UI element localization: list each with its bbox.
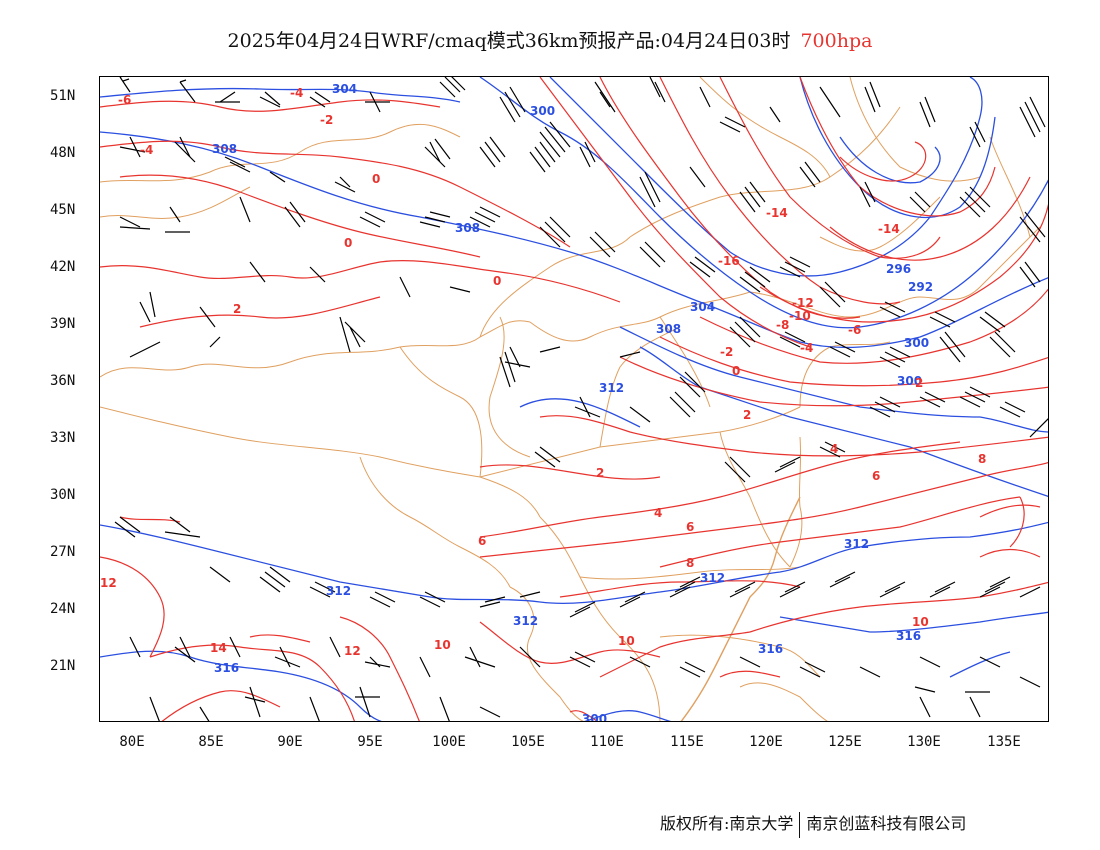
temperature-label: -16: [718, 254, 740, 268]
height-contours: [100, 77, 1048, 721]
lon-label: 120E: [749, 734, 783, 750]
height-label: 300: [530, 104, 555, 118]
lon-label: 80E: [119, 734, 145, 750]
temperature-label: -6: [118, 93, 131, 107]
temperature-label: 2: [596, 466, 604, 480]
footer-divider: [799, 811, 801, 838]
lat-label: 39N: [50, 316, 76, 332]
lat-label: 30N: [50, 487, 76, 503]
height-label: 308: [212, 142, 237, 156]
lon-label: 85E: [198, 734, 224, 750]
lat-label: 45N: [50, 202, 76, 218]
height-label: 316: [896, 629, 921, 643]
temperature-label: 0: [372, 172, 380, 186]
height-label: 308: [455, 221, 480, 235]
height-label: 312: [599, 381, 624, 395]
title-text: 2025年04月24日WRF/cmaq模式36km预报产品:04月24日03时: [227, 30, 791, 52]
temperature-label: 6: [872, 469, 880, 483]
copyright-footer: 版权所有:南京大学 南京创蓝科技有限公司: [660, 810, 966, 838]
temperature-label: 6: [478, 534, 486, 548]
lon-label: 130E: [907, 734, 941, 750]
temperature-label: 10: [434, 638, 451, 652]
temperature-label: -2: [320, 113, 333, 127]
height-label: 292: [908, 280, 933, 294]
weather-map[interactable]: 304 300 308 308 304 308 312 296 292 300 …: [99, 76, 1049, 722]
lon-label: 90E: [277, 734, 303, 750]
lat-label: 51N: [50, 88, 76, 104]
temperature-label: -14: [766, 206, 788, 220]
temperature-label: -14: [878, 222, 900, 236]
lon-label: 115E: [670, 734, 704, 750]
temperature-label: 2: [915, 376, 923, 390]
height-label: 312: [844, 537, 869, 551]
height-label: 312: [513, 614, 538, 628]
height-label: 300: [897, 374, 922, 388]
copyright-owner: 版权所有:南京大学: [660, 814, 794, 833]
height-label: 316: [214, 661, 239, 675]
height-label: 308: [656, 322, 681, 336]
map-title: 2025年04月24日WRF/cmaq模式36km预报产品:04月24日03时 7…: [0, 26, 1100, 53]
temperature-label: 0: [732, 364, 740, 378]
temperature-label: 8: [686, 556, 694, 570]
temperature-label: 12: [344, 644, 361, 658]
temperature-label: -6: [848, 323, 861, 337]
temperature-label: 8: [978, 452, 986, 466]
temperature-labels: -6 -4 -4 -2 0 0 0 2 -14 -14 -12 -10 -8 -…: [100, 86, 986, 658]
temperature-label: 0: [344, 236, 352, 250]
temperature-label: 10: [618, 634, 635, 648]
height-label: 304: [690, 300, 715, 314]
temperature-contours: [100, 77, 1048, 721]
company-name: 南京创蓝科技有限公司: [806, 814, 967, 833]
lon-label: 135E: [987, 734, 1021, 750]
lat-label: 24N: [50, 601, 76, 617]
temperature-label: 4: [830, 442, 838, 456]
lon-label: 105E: [511, 734, 545, 750]
temperature-label: -4: [140, 143, 153, 157]
height-label: 316: [758, 642, 783, 656]
lon-label: 95E: [357, 734, 383, 750]
height-label: 296: [886, 262, 911, 276]
temperature-label: -10: [789, 309, 811, 323]
temperature-label: 2: [743, 408, 751, 422]
temperature-label: -4: [800, 341, 813, 355]
lat-label: 36N: [50, 373, 76, 389]
wind-barbs: [114, 77, 1048, 721]
temperature-label: -12: [792, 296, 814, 310]
height-label: 300: [904, 336, 929, 350]
temperature-label: 14: [210, 641, 227, 655]
lat-label: 33N: [50, 430, 76, 446]
temperature-label: 2: [233, 302, 241, 316]
lat-label: 27N: [50, 544, 76, 560]
pressure-level: 700hpa: [800, 30, 873, 52]
height-label: 312: [700, 571, 725, 585]
temperature-label: -8: [776, 318, 789, 332]
lat-label: 21N: [50, 658, 76, 674]
lon-label: 100E: [432, 734, 466, 750]
lat-label: 42N: [50, 259, 76, 275]
temperature-label: -4: [290, 86, 303, 100]
height-label: 304: [332, 82, 357, 96]
temperature-label: 0: [493, 274, 501, 288]
temperature-label: -2: [720, 345, 733, 359]
temperature-label: 6: [686, 520, 694, 534]
height-label: 300: [582, 712, 607, 722]
lon-label: 110E: [590, 734, 624, 750]
lat-label: 48N: [50, 145, 76, 161]
map-canvas: 304 300 308 308 304 308 312 296 292 300 …: [100, 77, 1048, 722]
temperature-label: 10: [912, 615, 929, 629]
height-label: 312: [326, 584, 351, 598]
temperature-label: 12: [100, 576, 117, 590]
temperature-label: 4: [654, 506, 662, 520]
height-labels: 304 300 308 308 304 308 312 296 292 300 …: [212, 82, 933, 722]
lon-label: 125E: [828, 734, 862, 750]
